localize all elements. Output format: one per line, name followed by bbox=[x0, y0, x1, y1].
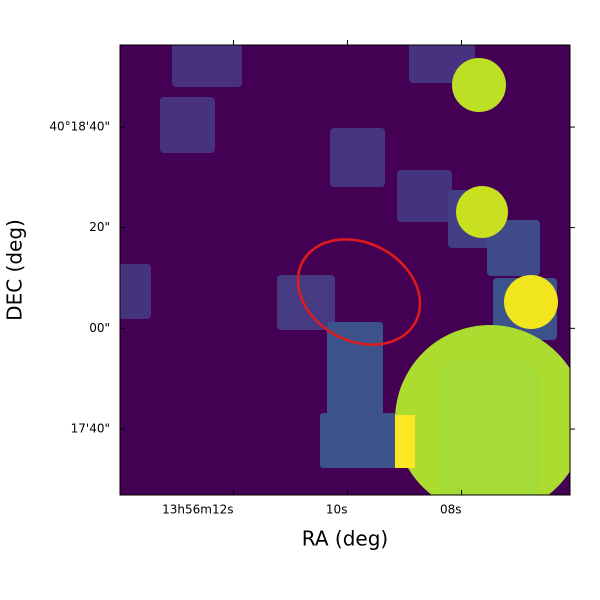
x-tick-label: 08s bbox=[440, 503, 462, 517]
y-tick-label: 17'40" bbox=[71, 422, 110, 436]
region-ellipse bbox=[296, 238, 422, 346]
y-tick-label: 40°18'40" bbox=[49, 120, 110, 134]
x-tick-label: 10s bbox=[326, 503, 348, 517]
y-axis-label: DEC (deg) bbox=[3, 219, 27, 321]
x-axis-label: RA (deg) bbox=[302, 527, 388, 551]
y-tick-label: 20" bbox=[89, 220, 110, 234]
y-tick-label: 00" bbox=[89, 321, 110, 335]
image bbox=[120, 45, 570, 495]
x-tick-label: 13h56m12s bbox=[162, 503, 233, 517]
plot-frame bbox=[119, 44, 571, 496]
